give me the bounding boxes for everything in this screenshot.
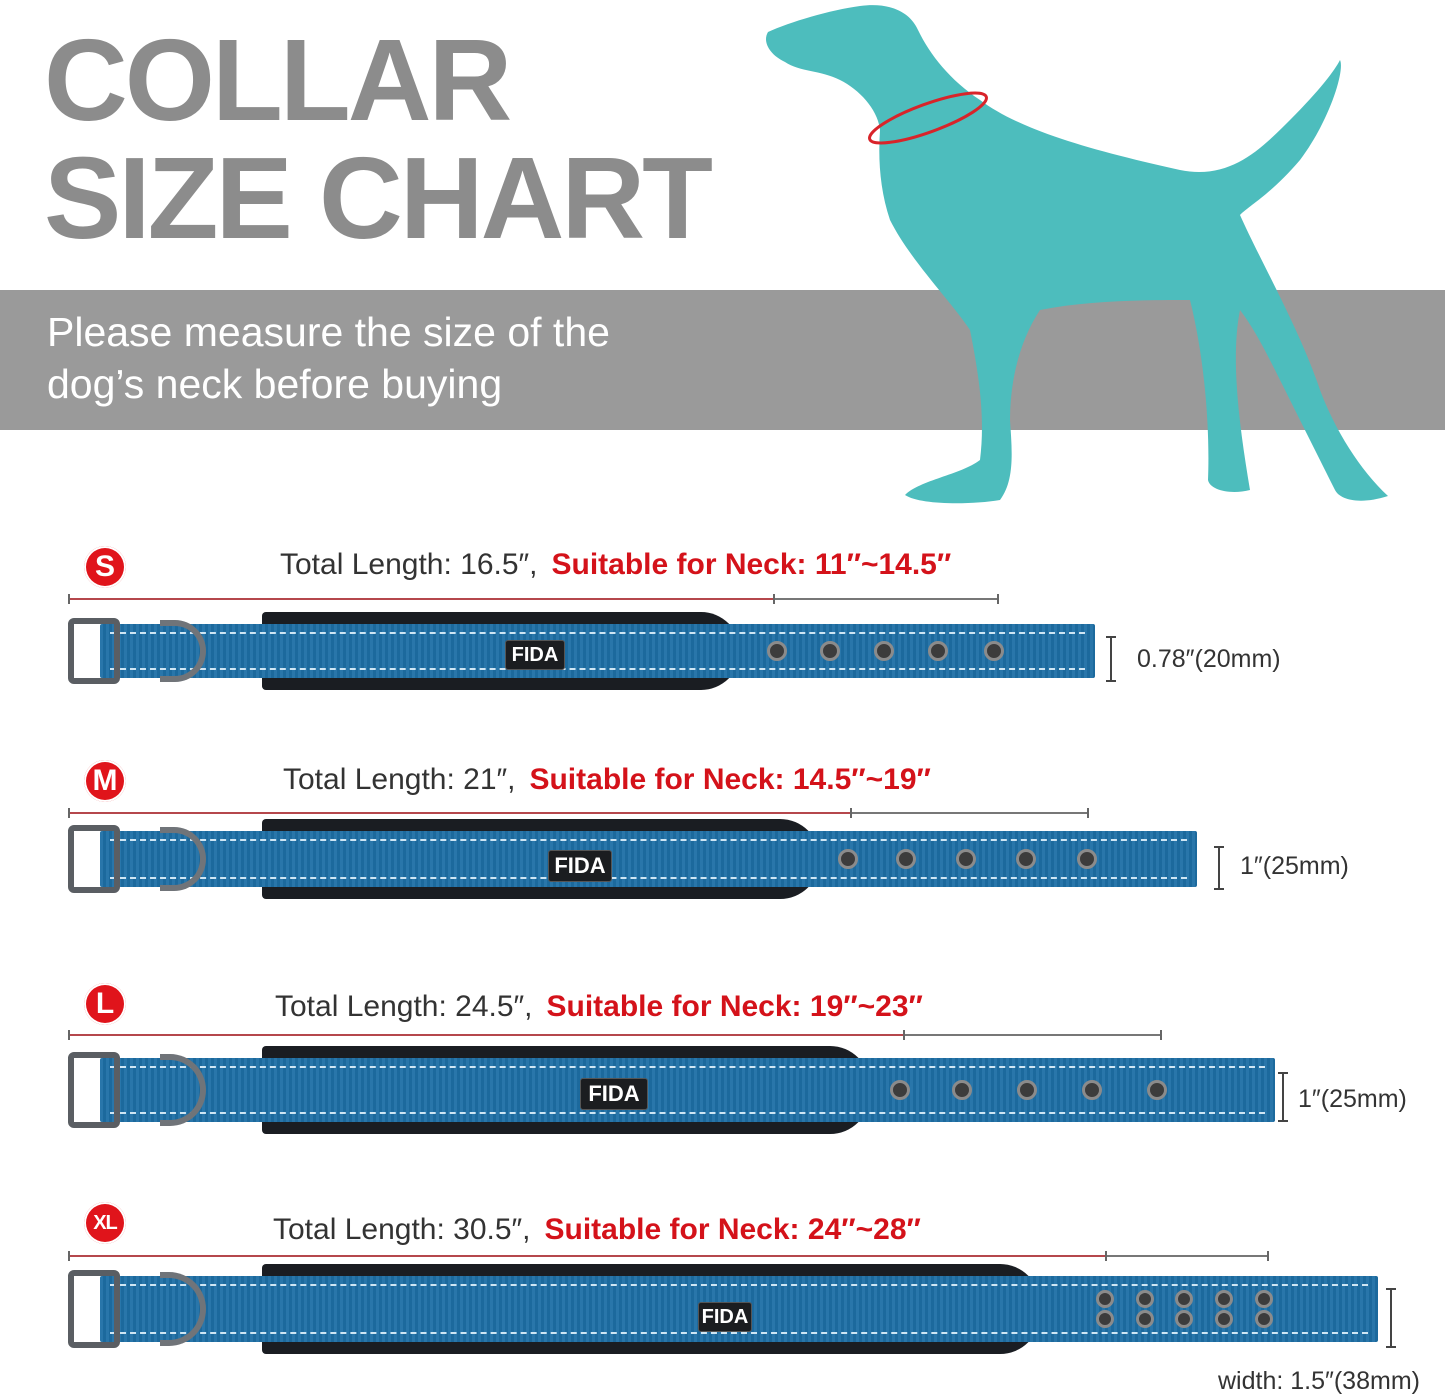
eyelet-icon (1096, 1310, 1114, 1328)
stitching (110, 839, 1187, 841)
dog-silhouette-icon (765, 5, 1388, 504)
d-ring-icon (160, 1272, 206, 1346)
eyelet-icon (1175, 1310, 1193, 1328)
neck-range-line (1105, 1255, 1267, 1257)
size-spec: Total Length: 24.5″, Suitable for Neck: 1… (275, 990, 923, 1024)
total-length-line (68, 1034, 903, 1036)
eyelet-icon (928, 641, 948, 661)
measure-tick (68, 808, 70, 818)
measure-tick (1087, 808, 1089, 818)
buckle-icon (68, 618, 120, 684)
width-indicator (1386, 1288, 1396, 1348)
eyelet-icon (1136, 1310, 1154, 1328)
eyelet-icon (1175, 1290, 1193, 1308)
eyelet-icon (767, 641, 787, 661)
width-indicator (1278, 1072, 1288, 1122)
measure-tick (68, 1251, 70, 1261)
total-length-line (68, 812, 850, 814)
width-label: 0.78″(20mm) (1137, 645, 1281, 673)
d-ring-icon (160, 827, 206, 891)
eyelet-icon (956, 849, 976, 869)
neck-range: Suitable for Neck: 24″~28″ (544, 1213, 921, 1246)
brand-tag: FIDA (698, 1302, 752, 1332)
eyelet-icon (838, 849, 858, 869)
total-length: Total Length: 30.5″, (273, 1213, 531, 1246)
eyelet-icon (896, 849, 916, 869)
buckle-icon (68, 1052, 120, 1128)
size-badge: S (84, 546, 126, 588)
measure-tick (68, 594, 70, 604)
instruction-line-2: dog’s neck before buying (47, 361, 503, 407)
instruction-text: Please measure the size of the dog’s nec… (47, 306, 610, 410)
d-ring-icon (160, 1054, 206, 1126)
buckle-icon (68, 825, 120, 893)
measure-tick (997, 594, 999, 604)
width-label: 1″(25mm) (1298, 1085, 1407, 1113)
stitching (110, 632, 1085, 634)
stitching (110, 1284, 1368, 1286)
stitching (110, 668, 1085, 670)
title-line-1: COLLAR (44, 15, 512, 145)
eyelet-icon (1255, 1290, 1273, 1308)
brand-tag: FIDA (505, 640, 565, 670)
size-badge: L (84, 983, 126, 1025)
total-length-line (68, 598, 773, 600)
collar-strap (100, 1058, 1275, 1122)
measure-tick (1105, 1251, 1107, 1261)
width-indicator (1106, 636, 1116, 682)
eyelet-icon (874, 641, 894, 661)
eyelet-icon (984, 641, 1004, 661)
neck-range: Suitable for Neck: 14.5″~19″ (529, 763, 931, 796)
eyelet-icon (1215, 1310, 1233, 1328)
size-spec: Total Length: 30.5″, Suitable for Neck: 2… (273, 1213, 921, 1247)
measure-tick (1160, 1030, 1162, 1040)
size-badge: M (84, 760, 126, 802)
eyelet-icon (1255, 1310, 1273, 1328)
eyelet-icon (1016, 849, 1036, 869)
brand-tag: FIDA (580, 1078, 648, 1110)
eyelet-icon (1017, 1080, 1037, 1100)
width-indicator (1214, 846, 1224, 890)
neck-range: Suitable for Neck: 19″~23″ (546, 990, 923, 1023)
measure-tick (68, 1030, 70, 1040)
size-spec: Total Length: 21″, Suitable for Neck: 14.… (283, 763, 931, 797)
total-length: Total Length: 24.5″, (275, 990, 533, 1023)
total-length: Total Length: 21″, (283, 763, 516, 796)
eyelet-icon (1077, 849, 1097, 869)
title-line-2: SIZE CHART (44, 133, 713, 263)
eyelet-icon (952, 1080, 972, 1100)
measure-tick (850, 808, 852, 818)
width-label: 1″(25mm) (1240, 852, 1349, 880)
eyelet-icon (1147, 1080, 1167, 1100)
d-ring-icon (160, 620, 206, 682)
measure-tick (773, 594, 775, 604)
instruction-line-1: Please measure the size of the (47, 309, 610, 355)
brand-tag: FIDA (548, 850, 612, 882)
total-length-line (68, 1255, 1105, 1257)
stitching (110, 1112, 1265, 1114)
buckle-icon (68, 1270, 120, 1348)
stitching (110, 1066, 1265, 1068)
neck-range-line (903, 1034, 1160, 1036)
size-spec: Total Length: 16.5″, Suitable for Neck: 1… (280, 548, 951, 582)
neck-range-line (850, 812, 1087, 814)
neck-range-line (773, 598, 997, 600)
size-badge: XL (84, 1202, 126, 1244)
eyelet-icon (890, 1080, 910, 1100)
measure-tick (903, 1030, 905, 1040)
total-length: Total Length: 16.5″, (280, 548, 538, 581)
stitching (110, 1332, 1368, 1334)
measure-tick (1267, 1251, 1269, 1261)
eyelet-icon (820, 641, 840, 661)
neck-range: Suitable for Neck: 11″~14.5″ (551, 548, 952, 581)
eyelet-icon (1082, 1080, 1102, 1100)
eyelet-icon (1096, 1290, 1114, 1308)
stitching (110, 877, 1187, 879)
eyelet-icon (1215, 1290, 1233, 1308)
width-label: width: 1.5″(38mm) (1218, 1367, 1420, 1395)
eyelet-icon (1136, 1290, 1154, 1308)
